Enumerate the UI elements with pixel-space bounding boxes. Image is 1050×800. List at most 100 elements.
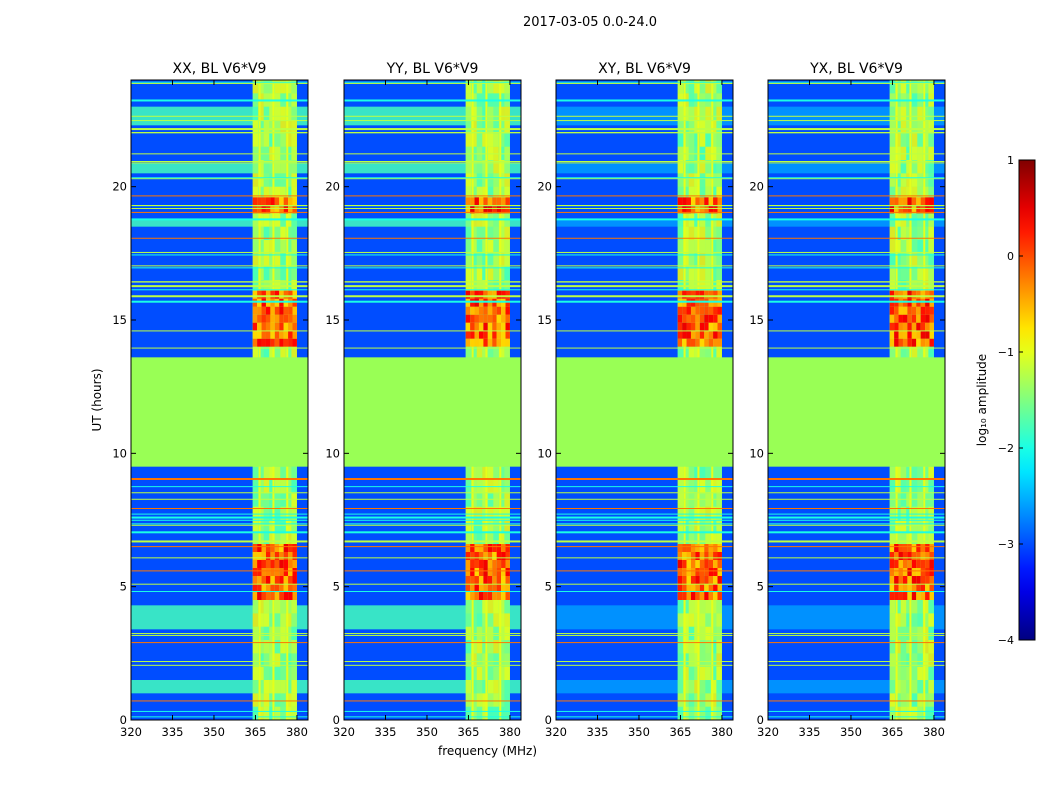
rfi-burst-cell — [465, 338, 471, 347]
heatmap-cell — [493, 146, 499, 160]
heatmap-cell — [252, 653, 259, 667]
rfi-time-line — [131, 281, 308, 283]
heatmap-band — [768, 162, 945, 174]
rfi-time-line — [556, 132, 733, 134]
heatmap-cell — [471, 520, 477, 534]
rfi-burst-cell — [505, 197, 510, 206]
rfi-time-line — [131, 99, 308, 102]
heatmap-cell — [889, 506, 896, 520]
heatmap-cell — [895, 693, 901, 707]
rfi-burst-cell — [292, 290, 297, 299]
rfi-burst-cell — [487, 314, 493, 323]
rfi-burst-cell — [283, 306, 289, 315]
rfi-time-line — [768, 132, 945, 134]
heatmap-cell — [895, 80, 901, 94]
rfi-burst-cell — [496, 338, 502, 347]
rfi-time-line — [768, 295, 945, 298]
heatmap-cell — [705, 466, 711, 480]
rfi-burst-cell — [929, 322, 934, 331]
heatmap-cell — [911, 693, 918, 707]
rfi-burst-cell — [252, 592, 258, 600]
rfi-burst-cell — [478, 544, 484, 552]
rfi-burst-cell — [505, 290, 510, 299]
rfi-burst-cell — [478, 290, 484, 299]
rfi-time-line — [131, 162, 308, 164]
heatmap-cell — [710, 240, 717, 254]
heatmap-image — [131, 80, 308, 720]
heatmap-cell — [471, 600, 477, 614]
heatmap-cell — [291, 666, 297, 680]
rfi-burst-cell — [265, 197, 271, 206]
rfi-burst-cell — [920, 338, 926, 347]
rfi-burst-cell — [492, 330, 497, 339]
heatmap-cell — [274, 226, 281, 240]
rfi-burst-cell — [265, 592, 271, 600]
rfi-burst-cell — [686, 197, 691, 206]
rfi-time-line — [556, 254, 733, 256]
heatmap-cell — [705, 240, 711, 254]
heatmap-cell — [465, 146, 472, 160]
rfi-burst-cell — [902, 205, 908, 214]
heatmap-cell — [493, 466, 499, 480]
rfi-burst-cell — [686, 306, 691, 315]
y-tick-label: 10 — [325, 446, 340, 460]
heatmap-cell — [710, 506, 717, 520]
heatmap-cell — [922, 346, 929, 360]
rfi-time-line — [344, 177, 521, 179]
heatmap-cell — [493, 346, 499, 360]
heatmap-cell — [889, 346, 896, 360]
heatmap-cell — [710, 693, 717, 707]
heatmap-cell — [252, 466, 259, 480]
heatmap-cell — [291, 533, 297, 547]
heatmap-cell — [710, 706, 717, 720]
heatmap-cell — [504, 506, 510, 520]
heatmap-cell — [922, 600, 929, 614]
rfi-time-line — [131, 523, 308, 525]
heatmap-cell — [900, 520, 907, 534]
heatmap-cell — [498, 653, 505, 667]
heatmap-cell — [906, 146, 912, 160]
rfi-time-line — [344, 347, 521, 349]
heatmap-cell — [928, 266, 934, 280]
heatmap-cell — [906, 186, 912, 200]
rfi-burst-cell — [708, 314, 714, 323]
heatmap-cell — [482, 693, 488, 707]
heatmap-cell — [699, 466, 706, 480]
heatmap-cell — [922, 146, 929, 160]
heatmap-cell — [263, 226, 270, 240]
rfi-time-line — [344, 195, 521, 197]
heatmap-cell — [911, 133, 918, 147]
heatmap-cell — [465, 520, 472, 534]
rfi-burst-cell — [704, 330, 709, 339]
rfi-burst-cell — [929, 544, 934, 552]
heatmap-cell — [710, 533, 717, 547]
rfi-burst-cell — [708, 322, 714, 331]
flagged-region — [556, 357, 733, 467]
rfi-burst-cell — [889, 205, 895, 214]
heatmap-cell — [699, 493, 706, 507]
heatmap-cell — [688, 133, 695, 147]
heatmap-cell — [482, 253, 488, 267]
heatmap-cell — [699, 653, 706, 667]
rfi-time-line — [344, 486, 521, 488]
rfi-time-line — [344, 523, 521, 525]
rfi-burst-cell — [470, 330, 475, 339]
heatmap-cell — [280, 600, 286, 614]
rfi-time-line — [131, 519, 308, 521]
heatmap-cell — [906, 226, 912, 240]
heatmap-cell — [476, 253, 483, 267]
heatmap-cell — [487, 120, 494, 134]
heatmap-cell — [258, 173, 264, 187]
rfi-burst-cell — [478, 330, 484, 339]
rfi-time-line — [768, 205, 945, 207]
heatmap-cell — [285, 106, 292, 120]
heatmap-cell — [906, 693, 912, 707]
heatmap-cell — [471, 266, 477, 280]
heatmap-cell — [493, 613, 499, 627]
rfi-time-line — [344, 295, 521, 298]
heatmap-cell — [928, 640, 934, 654]
rfi-time-line — [344, 205, 521, 207]
heatmap-cell — [683, 666, 689, 680]
heatmap-cell — [493, 133, 499, 147]
rfi-burst-cell — [925, 290, 930, 299]
